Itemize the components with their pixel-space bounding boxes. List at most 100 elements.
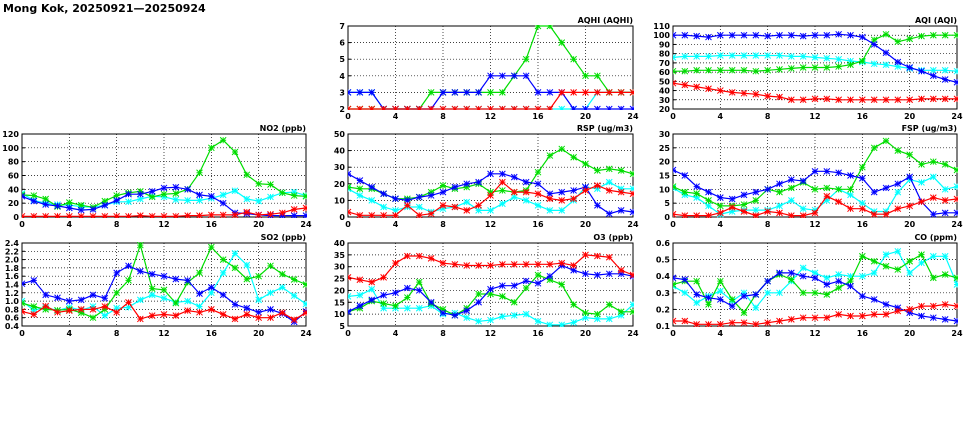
data-point (705, 85, 712, 93)
data-point (570, 89, 577, 96)
data-point (546, 272, 554, 280)
y-tick-label: 0.6 (5, 314, 20, 323)
data-point (125, 190, 132, 198)
data-point (463, 89, 471, 96)
y-tick-label: 15 (659, 172, 671, 181)
data-point (160, 272, 168, 280)
data-point (172, 212, 180, 218)
data-point (184, 185, 192, 193)
data-point (487, 262, 494, 269)
data-point (570, 187, 577, 194)
data-point (302, 192, 307, 200)
y-tick-label: 0.3 (656, 289, 670, 298)
data-point (368, 197, 376, 204)
data-point (172, 275, 180, 283)
data-point (368, 278, 376, 286)
data-point (882, 137, 890, 145)
data-point (823, 291, 831, 298)
data-point (219, 269, 227, 277)
data-point (673, 210, 677, 218)
data-point (941, 95, 949, 103)
data-point (534, 260, 542, 268)
data-point (522, 55, 530, 63)
data-point (451, 260, 459, 268)
y-tick-label: 30 (659, 96, 671, 105)
data-point (847, 61, 854, 69)
data-point (570, 319, 577, 326)
data-point (858, 292, 866, 300)
data-point (918, 95, 925, 103)
data-point (243, 208, 251, 216)
data-point (404, 294, 411, 301)
data-point (546, 321, 554, 327)
data-point (415, 203, 423, 211)
data-point (847, 312, 854, 320)
x-tick-label: 16 (206, 220, 218, 229)
data-point (918, 198, 925, 206)
data-point (847, 185, 854, 193)
data-point (929, 194, 937, 201)
x-tick-label: 8 (440, 220, 446, 229)
data-point (487, 72, 494, 80)
data-point (278, 309, 286, 317)
data-point (427, 188, 435, 196)
data-point (953, 195, 958, 203)
data-point (811, 95, 819, 103)
data-point (113, 304, 121, 312)
data-point (172, 183, 180, 191)
data-point (392, 105, 399, 110)
data-point (764, 185, 772, 193)
data-point (136, 242, 144, 249)
y-tick-label: 2.4 (5, 239, 20, 248)
data-point (882, 49, 890, 57)
data-point (835, 271, 843, 278)
data-point (929, 158, 937, 166)
data-point (392, 207, 399, 214)
data-point (546, 195, 554, 203)
y-tick-label: 0.1 (656, 322, 671, 331)
data-point (764, 52, 772, 59)
data-point (847, 31, 854, 39)
data-point (929, 210, 937, 218)
data-point (148, 312, 156, 319)
y-tick-label: 0.2 (656, 305, 670, 314)
data-point (534, 180, 542, 188)
y-tick-label: 120 (2, 130, 19, 139)
y-tick-label: 1.6 (5, 272, 20, 281)
data-point (681, 289, 689, 297)
data-point (160, 286, 168, 294)
data-point (847, 272, 854, 280)
data-point (681, 67, 689, 75)
data-point (89, 212, 97, 218)
data-point (787, 31, 795, 39)
data-point (54, 202, 61, 210)
series-green (673, 30, 958, 75)
data-point (752, 212, 760, 218)
data-point (231, 148, 239, 156)
data-point (929, 302, 937, 310)
series-cyan (673, 52, 958, 75)
data-point (42, 212, 50, 218)
data-point (546, 89, 554, 96)
y-tick-label: 0.4 (656, 272, 671, 281)
data-point (356, 177, 364, 184)
y-tick-label: 80 (659, 50, 671, 59)
data-point (882, 262, 890, 270)
data-point (302, 309, 307, 317)
y-tick-label: 0.5 (656, 256, 671, 265)
data-point (617, 167, 625, 174)
data-point (534, 279, 542, 287)
data-point (415, 193, 423, 201)
data-point (858, 57, 866, 65)
data-point (918, 32, 925, 40)
data-point (356, 211, 364, 218)
x-tick-label: 8 (440, 329, 446, 338)
data-point (22, 308, 26, 315)
data-point (184, 276, 192, 284)
data-point (415, 278, 423, 286)
data-point (415, 105, 423, 110)
data-point (918, 312, 925, 320)
series-red (348, 178, 634, 218)
data-point (30, 192, 38, 199)
